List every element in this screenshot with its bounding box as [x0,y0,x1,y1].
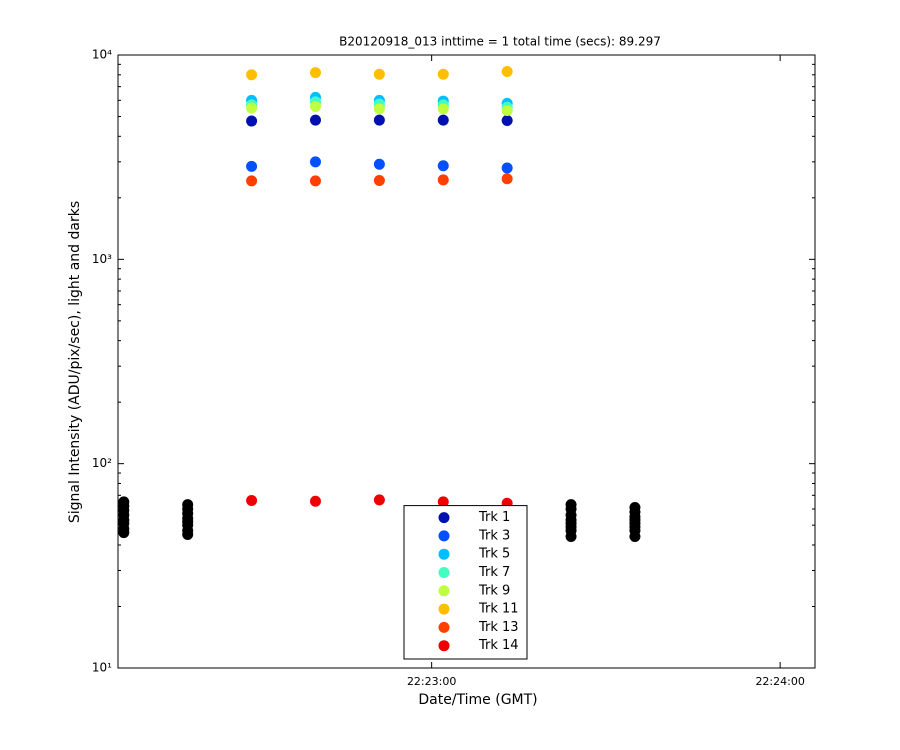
point [246,175,258,187]
legend-label: Trk 7 [478,565,510,580]
point [501,115,513,127]
point [182,529,194,541]
point [246,160,258,172]
y-tick-label: 10³ [92,252,112,266]
y-tick-label: 10⁴ [92,48,112,62]
point [373,494,385,506]
legend-marker [438,530,450,542]
point [246,102,258,114]
point [437,174,449,186]
point [373,114,385,126]
point [309,67,321,79]
legend-marker [438,548,450,560]
x-axis-label: Date/Time (GMT) [418,692,537,708]
point [246,115,258,127]
legend-marker [438,585,450,597]
point [501,162,513,174]
legend-marker [438,640,450,652]
legend-box [403,505,528,660]
legend-label: Trk 13 [478,620,519,635]
point [565,531,577,543]
point [246,69,258,81]
point [373,68,385,80]
legend-marker [438,512,450,524]
legend-marker [438,567,450,578]
point [373,175,385,187]
x-tick-label: 22:23:00 [407,675,456,688]
point [629,531,641,543]
point [437,103,449,115]
legend-label: Trk 5 [478,547,510,562]
legend-label: Trk 14 [478,638,519,653]
legend-label: Trk 1 [478,510,510,525]
legend-marker [438,621,450,633]
point [246,495,258,507]
point [437,496,449,508]
y-tick-label: 10¹ [92,661,112,675]
y-tick-label: 10² [92,456,112,470]
point [437,114,449,126]
y-axis-label: Signal Intensity (ADU/pix/sec), light an… [67,201,83,523]
point [309,100,321,112]
point [118,527,130,539]
point [437,68,449,80]
plot-frame [117,54,816,669]
legend-marker [438,603,450,615]
point [501,66,513,78]
point [501,105,513,117]
point [309,175,321,187]
x-tick-label: 22:24:00 [755,675,804,688]
chart-title: B20120918_013 inttime = 1 total time (se… [339,35,661,49]
legend-label: Trk 11 [478,602,519,617]
point [501,173,513,185]
point [373,103,385,115]
point [373,158,385,170]
point [309,114,321,126]
legend-label: Trk 3 [478,528,510,543]
point [437,160,449,172]
point [309,156,321,168]
legend-label: Trk 9 [478,583,510,598]
point [309,495,321,507]
